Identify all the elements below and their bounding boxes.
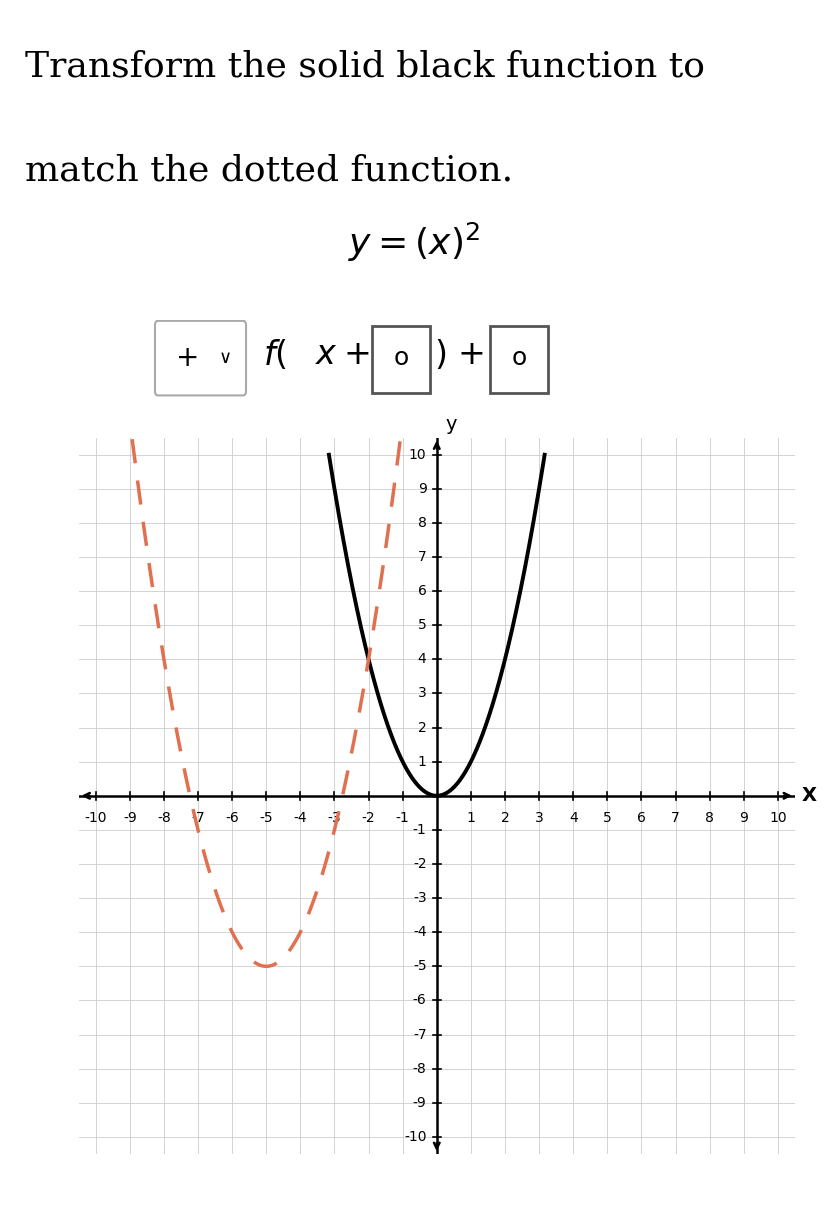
Text: 1: 1 [466,811,475,825]
Text: -3: -3 [413,891,426,905]
Text: -7: -7 [191,811,204,825]
Text: -4: -4 [294,811,307,825]
Text: 7: 7 [671,811,679,825]
Text: 8: 8 [705,811,713,825]
Text: -10: -10 [84,811,107,825]
Text: 3: 3 [534,811,543,825]
Text: 3: 3 [418,687,426,701]
Text: 2: 2 [500,811,509,825]
Text: -6: -6 [225,811,239,825]
Text: +: + [176,344,199,372]
Bar [371,326,429,393]
Text: X: X [801,787,815,805]
Text: 6: 6 [417,584,426,599]
Text: 1: 1 [417,755,426,768]
Text: -5: -5 [259,811,273,825]
Text: 5: 5 [418,618,426,632]
Text: 7: 7 [418,551,426,564]
Text: $+$: $+$ [457,339,483,371]
Text: 2: 2 [418,720,426,735]
Text: -9: -9 [122,811,136,825]
Text: 5: 5 [602,811,611,825]
Text: y: y [445,415,457,434]
Text: o: o [511,347,526,370]
Text: -1: -1 [395,811,409,825]
Text: 4: 4 [418,653,426,666]
Text: o: o [393,347,409,370]
Text: -7: -7 [413,1027,426,1041]
Text: -10: -10 [404,1129,426,1144]
Text: 10: 10 [768,811,786,825]
Text: Transform the solid black function to: Transform the solid black function to [25,49,704,84]
Text: -8: -8 [157,811,170,825]
FancyBboxPatch shape [155,321,246,396]
Text: 4: 4 [568,811,577,825]
Text: $f($: $f($ [263,338,287,372]
Text: $y = (x)^2$: $y = (x)^2$ [347,221,480,264]
Text: 9: 9 [417,482,426,495]
Text: $)$: $)$ [433,338,446,372]
Text: ∨: ∨ [218,349,232,367]
Text: $+$: $+$ [342,339,369,371]
Text: match the dotted function.: match the dotted function. [25,154,513,188]
Text: 9: 9 [739,811,748,825]
Text: 8: 8 [417,516,426,530]
Text: -2: -2 [413,857,426,871]
Text: -6: -6 [413,993,426,1008]
Bar [490,326,547,393]
Text: 6: 6 [636,811,645,825]
Text: -3: -3 [327,811,341,825]
Text: -9: -9 [413,1096,426,1110]
Text: -2: -2 [361,811,375,825]
Text: -5: -5 [413,960,426,973]
Text: 10: 10 [409,447,426,462]
Text: -1: -1 [413,823,426,837]
Text: $x$: $x$ [314,339,337,371]
Text: -4: -4 [413,925,426,939]
Text: -8: -8 [413,1062,426,1075]
